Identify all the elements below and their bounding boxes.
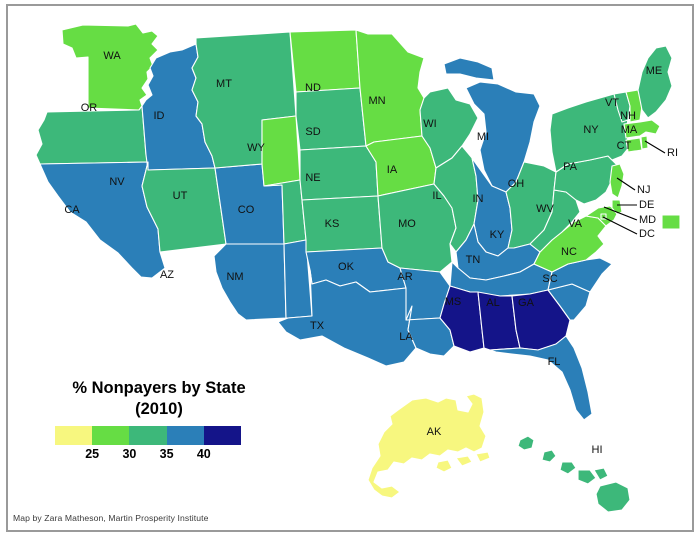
legend-subtitle: (2010)	[135, 400, 183, 418]
legend-tick-25: 25	[85, 447, 100, 461]
callout-label-MD: MD	[639, 214, 656, 226]
legend-swatch-1	[92, 426, 130, 445]
state-WY[interactable]	[261, 115, 301, 187]
legend-tick-35: 35	[159, 447, 174, 461]
leader-line-NJ	[616, 177, 636, 191]
map-credit: Map by Zara Matheson, Martin Prosperity …	[13, 513, 209, 523]
leader-line-RI	[644, 140, 666, 154]
callout-label-RI: RI	[667, 147, 678, 159]
leader-line-DC	[602, 216, 638, 235]
state-ME[interactable]	[637, 45, 673, 119]
legend-color-ramp	[55, 426, 242, 445]
legend-swatch-3	[166, 426, 204, 445]
state-AK[interactable]	[367, 393, 491, 499]
legend: % Nonpayers by State (2010) 25 30 35 40	[34, 378, 284, 463]
legend-swatch-0	[55, 426, 93, 445]
state-MA[interactable]	[623, 119, 661, 139]
legend-tick-labels: 25 30 35 40	[55, 445, 241, 463]
callout-label-NJ: NJ	[637, 184, 650, 196]
state-MN[interactable]	[355, 29, 425, 147]
state-KS[interactable]	[301, 195, 383, 253]
state-HI[interactable]	[517, 435, 631, 513]
callout-label-DC: DC	[639, 228, 655, 240]
state-FL[interactable]	[489, 335, 593, 421]
state-ND[interactable]	[289, 29, 361, 93]
legend-swatch-2	[129, 426, 167, 445]
state-TX[interactable]	[277, 269, 417, 367]
state-NV[interactable]	[141, 161, 227, 253]
legend-swatch-4	[203, 426, 242, 445]
leader-line-MD	[603, 206, 638, 221]
state-CT[interactable]	[625, 137, 643, 153]
state-NE[interactable]	[299, 145, 379, 201]
state-label-HI: HI	[592, 444, 603, 456]
state-OR[interactable]	[35, 105, 149, 165]
state-SD[interactable]	[295, 87, 367, 151]
state-AZ[interactable]	[213, 243, 287, 321]
state-MT[interactable]	[191, 31, 297, 169]
state-NY[interactable]	[549, 93, 631, 173]
callout-label-DE: DE	[639, 199, 654, 211]
state-RI[interactable]	[640, 135, 649, 150]
legend-title: % Nonpayers by State	[72, 379, 246, 397]
state-MS[interactable]	[439, 285, 485, 353]
state-NJ[interactable]	[609, 163, 625, 199]
state-WA[interactable]	[61, 23, 159, 111]
legend-tick-30: 30	[122, 447, 137, 461]
legend-tick-40: 40	[196, 447, 211, 461]
dc-swatch	[661, 214, 681, 230]
